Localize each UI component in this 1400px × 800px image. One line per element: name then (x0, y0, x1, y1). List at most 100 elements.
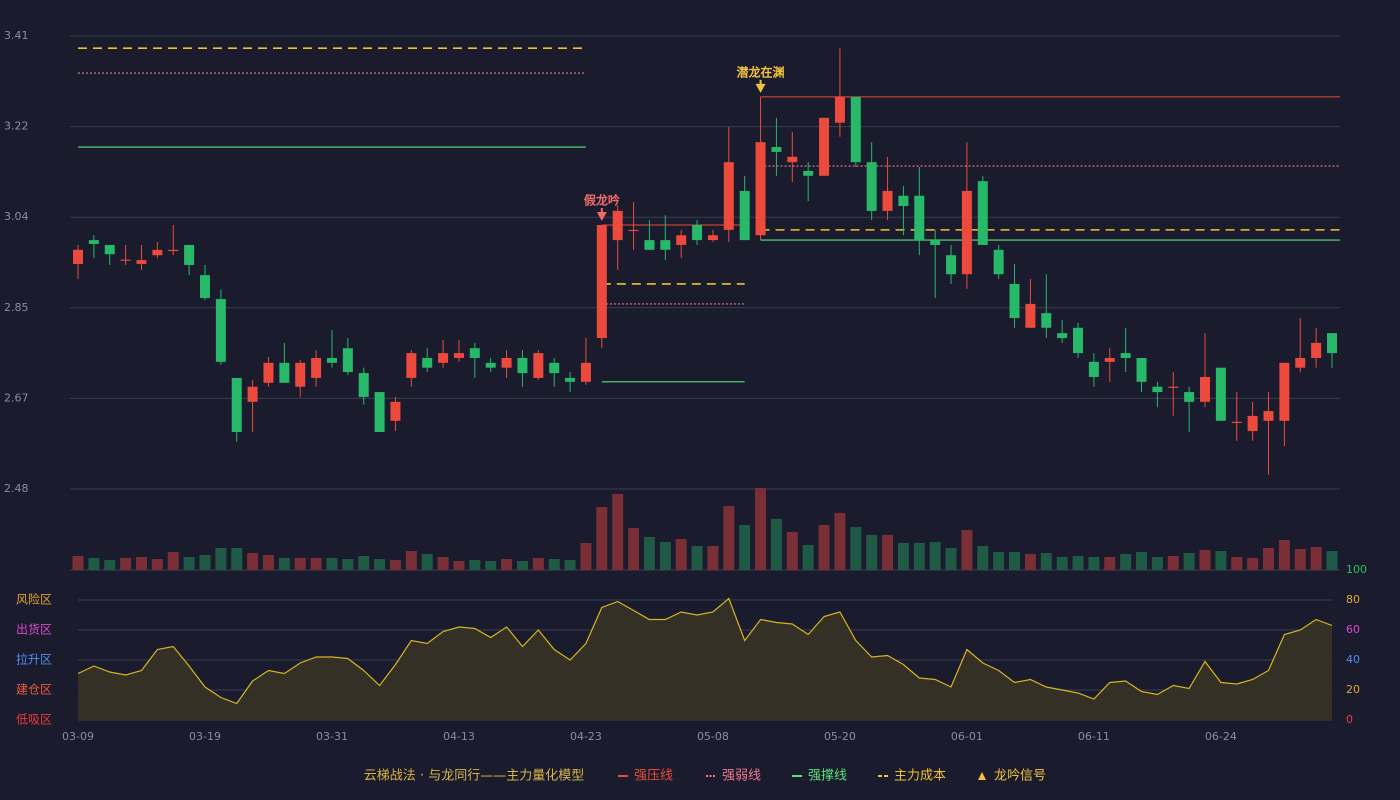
candle-body (612, 210, 623, 241)
volume-bar (707, 546, 719, 570)
candle-body (295, 362, 306, 387)
candle-body (1327, 333, 1337, 354)
candle-body (1184, 392, 1195, 402)
candle-body (1057, 333, 1068, 338)
candle-body (279, 362, 290, 383)
candle-body (390, 401, 401, 421)
candle-body (628, 229, 639, 232)
candle-body (73, 249, 83, 264)
volume-bar (643, 537, 655, 570)
volume-bar (612, 494, 624, 570)
volume-bar (1072, 556, 1084, 570)
candle-body (438, 353, 449, 363)
y-tick-label: 2.85 (4, 301, 29, 314)
candle-body (977, 181, 988, 245)
signal-arrow (755, 83, 766, 93)
candle-body (406, 353, 417, 378)
candle-body (231, 377, 242, 433)
volume-bar (1088, 557, 1100, 570)
candle-body (549, 362, 560, 374)
x-tick-label: 03-09 (62, 730, 94, 743)
x-tick-label: 04-13 (443, 730, 475, 743)
volume-bar (786, 532, 798, 570)
x-tick-label: 03-19 (189, 730, 221, 743)
volume-bar (1136, 552, 1148, 570)
volume-bar (421, 554, 433, 570)
volume-bar (802, 545, 814, 570)
volume-bar (199, 555, 211, 570)
volume-bar (247, 553, 259, 570)
volume-bar (1151, 557, 1163, 570)
x-tick-label: 05-20 (824, 730, 856, 743)
candle-body (580, 362, 591, 382)
candle-body (517, 357, 528, 374)
candle-body (596, 224, 607, 338)
volume-bar (675, 539, 687, 570)
candle-body (501, 357, 512, 368)
volume-bar (183, 557, 195, 570)
signal-arrow (596, 211, 607, 221)
candle-body (993, 249, 1004, 275)
volume-bar (1056, 557, 1068, 570)
candle-body (120, 259, 131, 261)
volume-bar (1263, 548, 1275, 570)
volume-bar (72, 556, 84, 570)
volume-bar (945, 548, 957, 570)
volume-bar (913, 543, 925, 570)
volume-bar (993, 552, 1005, 570)
volume-bar (374, 559, 386, 570)
legend-label: 龙吟信号 (994, 768, 1046, 784)
volume-bar (1231, 557, 1243, 570)
candle-body (1120, 353, 1131, 358)
indicator-tick-label: 0 (1346, 713, 1353, 726)
volume-bar (231, 548, 243, 570)
candle-body (1168, 386, 1179, 388)
candle-body (1152, 386, 1163, 393)
candle-body (326, 357, 337, 363)
volume-bar (755, 488, 767, 570)
candle-body (1231, 421, 1242, 423)
candle-body (660, 240, 671, 250)
legend-label: 主力成本 (894, 769, 946, 784)
volume-bar (167, 552, 179, 570)
candle-body (1279, 362, 1290, 421)
y-tick-label: 3.04 (4, 210, 29, 223)
candle-body (898, 195, 909, 206)
zone-label: 建仓区 (16, 683, 52, 697)
candle-body (1041, 313, 1052, 328)
zone-label: 出货区 (16, 622, 52, 637)
volume-bar (389, 560, 401, 570)
volume-bar (1294, 549, 1306, 570)
zone-label: 低吸区 (16, 713, 52, 727)
candle-body (199, 275, 210, 299)
candle-body (930, 240, 941, 245)
volume-bar (358, 556, 370, 570)
candle-body (485, 362, 496, 368)
volume-bar (897, 543, 909, 570)
y-tick-label: 2.67 (4, 391, 29, 404)
volume-bar (342, 559, 354, 570)
volume-bar (628, 528, 640, 570)
candle-body (374, 392, 385, 433)
indicator-line (77, 597, 1333, 705)
candle-body (1088, 361, 1099, 377)
volume-bar (882, 535, 894, 570)
volume-bar (818, 525, 830, 570)
candle-body (644, 240, 655, 250)
volume-bar (580, 543, 592, 570)
candle-body (1263, 411, 1274, 421)
candle-body (104, 244, 115, 255)
volume-bar (1040, 553, 1052, 570)
candle-body (215, 299, 226, 362)
candle-body (946, 255, 957, 275)
volume-bar (1247, 558, 1259, 570)
x-tick-label: 05-08 (697, 730, 729, 743)
volume-bar (1310, 547, 1322, 570)
indicator-tick-label: 80 (1346, 593, 1360, 606)
candle-body (533, 353, 544, 378)
candle-body (311, 357, 322, 378)
volume-bar (1167, 556, 1179, 570)
candle-body (184, 244, 195, 265)
volume-bar (104, 560, 116, 570)
indicator-tick-label: 100 (1346, 563, 1367, 576)
